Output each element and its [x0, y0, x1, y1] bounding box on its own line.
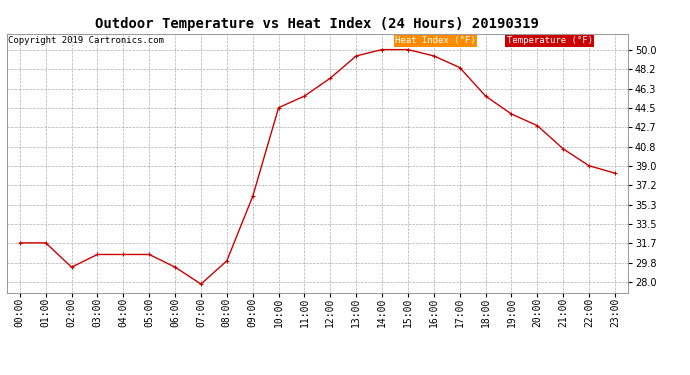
Title: Outdoor Temperature vs Heat Index (24 Hours) 20190319: Outdoor Temperature vs Heat Index (24 Ho… [95, 17, 540, 31]
Text: Heat Index (°F): Heat Index (°F) [395, 36, 475, 45]
Text: Copyright 2019 Cartronics.com: Copyright 2019 Cartronics.com [8, 36, 164, 45]
Text: Temperature (°F): Temperature (°F) [506, 36, 593, 45]
